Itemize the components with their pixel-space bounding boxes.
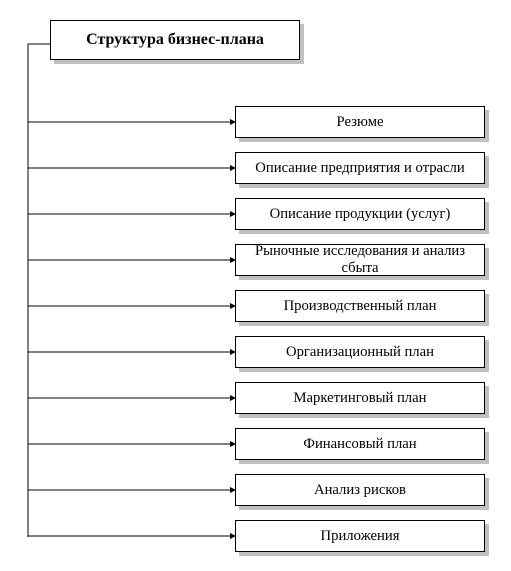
title-box: Структура бизнес-плана: [50, 20, 300, 60]
item-box-4-label: Производственный план: [235, 290, 485, 322]
item-box-1: Описание предприятия и отрасли: [235, 152, 485, 184]
item-box-2-label: Описание продукции (услуг): [235, 198, 485, 230]
item-box-7-label: Финансовый план: [235, 428, 485, 460]
item-box-7: Финансовый план: [235, 428, 485, 460]
item-box-5: Организационный план: [235, 336, 485, 368]
item-box-6-label: Маркетинговый план: [235, 382, 485, 414]
item-box-6: Маркетинговый план: [235, 382, 485, 414]
item-box-0-label: Резюме: [235, 106, 485, 138]
item-box-0: Резюме: [235, 106, 485, 138]
item-box-1-label: Описание предприятия и отрасли: [235, 152, 485, 184]
item-box-3-label: Рыночные исследования и анализ сбыта: [235, 244, 485, 276]
item-box-9: Приложения: [235, 520, 485, 552]
item-box-2: Описание продукции (услуг): [235, 198, 485, 230]
item-box-5-label: Организационный план: [235, 336, 485, 368]
item-box-9-label: Приложения: [235, 520, 485, 552]
title-box-label: Структура бизнес-плана: [50, 20, 300, 60]
item-box-8-label: Анализ рисков: [235, 474, 485, 506]
item-box-8: Анализ рисков: [235, 474, 485, 506]
item-box-4: Производственный план: [235, 290, 485, 322]
item-box-3: Рыночные исследования и анализ сбыта: [235, 244, 485, 276]
diagram-canvas: Структура бизнес-плана Резюме Описание пре…: [0, 0, 511, 571]
